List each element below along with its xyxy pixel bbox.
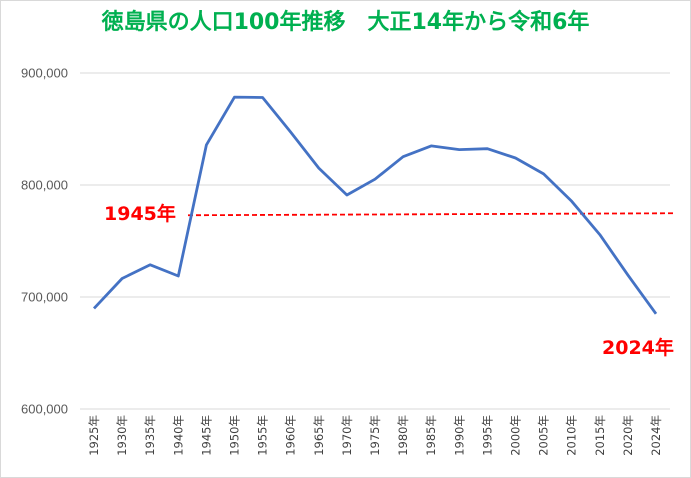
x-tick-label: 1955年: [256, 415, 270, 456]
chart-title: 徳島県の人口100年推移 大正14年から令和6年: [101, 10, 590, 35]
y-tick-label: 800,000: [21, 178, 68, 193]
x-tick-label: 1970年: [340, 415, 354, 456]
y-tick-label: 900,000: [21, 66, 68, 81]
x-tick-label: 1945年: [199, 415, 213, 456]
x-tick-label: 1990年: [452, 415, 466, 456]
x-tick-label: 1935年: [143, 415, 157, 456]
x-tick-label: 1975年: [368, 415, 382, 456]
gridlines: [80, 72, 670, 410]
x-tick-label: 1940年: [171, 415, 185, 456]
x-tick-label: 1960年: [284, 415, 298, 456]
y-axis: 600,000 700,000 800,000 900,000: [21, 66, 68, 417]
x-tick-label: 1995年: [480, 415, 494, 456]
y-tick-label: 600,000: [21, 402, 68, 417]
x-tick-label: 2010年: [565, 415, 579, 456]
x-tick-label: 2024年: [649, 415, 663, 456]
x-tick-label: 1950年: [228, 415, 242, 456]
x-tick-label: 1930年: [115, 415, 129, 456]
x-tick-label: 2000年: [508, 415, 522, 456]
y-tick-label: 700,000: [21, 290, 68, 305]
x-axis: 1925年 1930年 1935年 1940年 1945年 1950年 1955年 1960年…: [87, 415, 663, 456]
annotation-1945: 1945年: [104, 202, 176, 225]
x-tick-label: 2015年: [593, 415, 607, 456]
x-tick-label: 2020年: [621, 415, 635, 456]
reference-line-1945: [187, 212, 677, 217]
x-tick-label: 1980年: [396, 415, 410, 456]
x-tick-label: 1985年: [424, 415, 438, 456]
population-series-line: [92, 95, 658, 315]
x-tick-label: 1965年: [312, 415, 326, 456]
annotation-2024: 2024年: [602, 336, 674, 359]
x-tick-label: 1925年: [87, 415, 101, 456]
x-tick-label: 2005年: [537, 415, 551, 456]
